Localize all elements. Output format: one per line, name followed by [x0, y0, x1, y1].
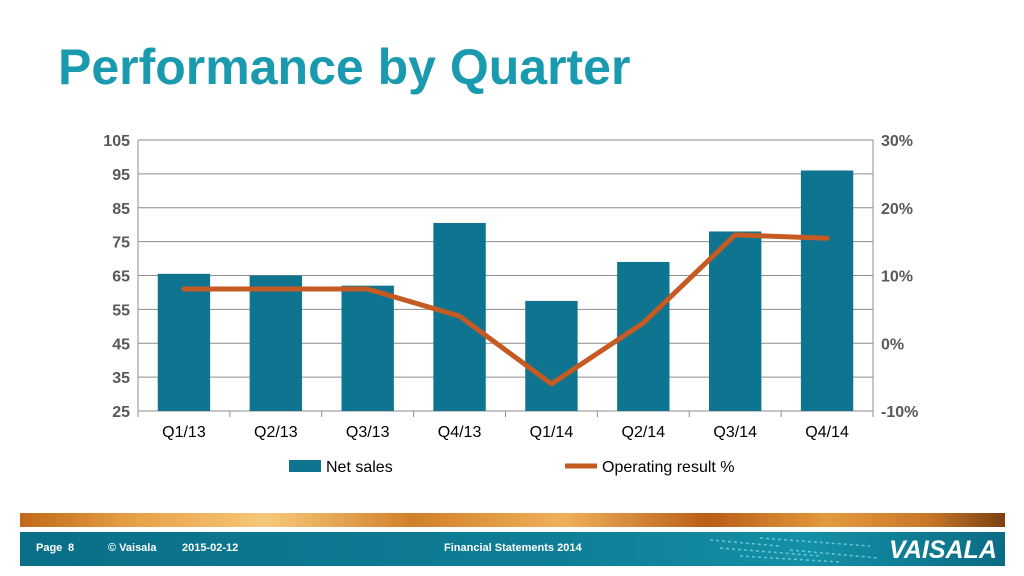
- combo-chart: 25 35 45 55 65 75 85 95 105 -10% 0% 10% 20% 30% Q1/1…: [103, 133, 918, 476]
- legend-label-operating-result: Operating result %: [602, 459, 735, 476]
- left-tick-label: 35: [112, 370, 130, 387]
- left-tick-label: 65: [112, 269, 130, 286]
- legend-label-net-sales: Net sales: [326, 459, 393, 476]
- category-label: Q2/14: [622, 424, 666, 441]
- footer-bar: [20, 532, 1005, 566]
- left-tick-label: 25: [112, 404, 130, 421]
- left-axis-ticks: 25 35 45 55 65 75 85 95 105: [103, 133, 130, 421]
- bar-Q4-14: [800, 170, 854, 411]
- bar-Q1-14: [525, 300, 578, 411]
- slide-title: Performance by Quarter: [58, 39, 631, 95]
- operating-result-line: [181, 232, 830, 387]
- bar-Q3-14: [709, 231, 762, 411]
- bar-Q2-13: [249, 275, 302, 411]
- footer-date: 2015-02-12: [182, 542, 239, 554]
- right-tick-label: 30%: [881, 133, 913, 150]
- left-tick-label: 55: [112, 302, 130, 319]
- footer-page-label: Page: [36, 542, 63, 554]
- category-label: Q4/13: [438, 424, 482, 441]
- gridlines: [137, 139, 874, 417]
- left-tick-label: 95: [112, 167, 130, 184]
- category-label: Q3/14: [713, 424, 757, 441]
- right-tick-label: 0%: [881, 336, 904, 353]
- line-series-operating-result: [181, 232, 830, 387]
- footer-document-title: Financial Statements 2014: [444, 542, 582, 554]
- category-label: Q1/14: [530, 424, 574, 441]
- bar-series-net-sales: [157, 170, 854, 411]
- right-tick-label: 20%: [881, 201, 913, 218]
- category-label: Q4/14: [805, 424, 849, 441]
- bar-Q3-13: [341, 285, 394, 411]
- category-label: Q3/13: [346, 424, 390, 441]
- category-label: Q1/13: [162, 424, 206, 441]
- footer-copyright: © Vaisala: [108, 542, 157, 554]
- right-axis-ticks: -10% 0% 10% 20% 30%: [881, 133, 918, 421]
- category-label: Q2/13: [254, 424, 298, 441]
- footer-decoration: [709, 537, 879, 563]
- left-tick-label: 85: [112, 201, 130, 218]
- left-tick-label: 45: [112, 336, 130, 353]
- right-tick-label: 10%: [881, 269, 913, 286]
- legend-swatch-net-sales: [289, 460, 321, 472]
- footer-page-number: 8: [68, 542, 75, 554]
- vaisala-logo: VAISALA: [889, 536, 997, 564]
- decorative-band: [20, 513, 1005, 527]
- legend: Net sales Operating result %: [289, 459, 735, 476]
- bar-Q1-13: [157, 273, 211, 411]
- left-tick-label: 75: [112, 235, 130, 252]
- category-axis-labels: Q1/13 Q2/13 Q3/13 Q4/13 Q1/14 Q2/14 Q3/14 Q4/14: [162, 424, 849, 441]
- right-tick-label: -10%: [881, 404, 918, 421]
- left-tick-label: 105: [103, 133, 130, 150]
